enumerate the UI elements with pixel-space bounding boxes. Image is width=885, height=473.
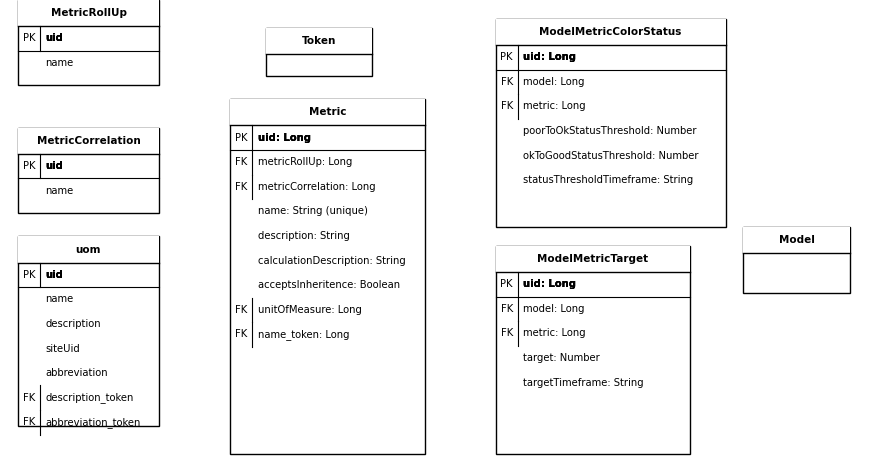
Text: targetTimeframe: String: targetTimeframe: String — [523, 377, 643, 388]
Text: metric: Long: metric: Long — [523, 101, 586, 112]
FancyBboxPatch shape — [230, 99, 425, 454]
Text: uid: Long: uid: Long — [523, 52, 576, 62]
FancyBboxPatch shape — [496, 19, 726, 45]
Text: uid: Long: uid: Long — [523, 279, 576, 289]
FancyBboxPatch shape — [18, 128, 159, 154]
Text: uid: uid — [45, 33, 63, 44]
Text: description: description — [45, 319, 101, 329]
Text: ModelMetricTarget: ModelMetricTarget — [537, 254, 649, 264]
Text: MetricRollUp: MetricRollUp — [50, 8, 127, 18]
Text: uid: uid — [45, 270, 63, 280]
Text: FK: FK — [235, 329, 247, 340]
Text: FK: FK — [23, 393, 35, 403]
Text: FK: FK — [235, 305, 247, 315]
Text: model: Long: model: Long — [523, 304, 584, 314]
Text: FK: FK — [235, 182, 247, 192]
Text: poorToOkStatusThreshold: Number: poorToOkStatusThreshold: Number — [523, 126, 696, 136]
Text: uid: Long: uid: Long — [258, 132, 311, 143]
Text: unitOfMeasure: Long: unitOfMeasure: Long — [258, 305, 361, 315]
FancyBboxPatch shape — [266, 28, 372, 54]
Text: abbreviation_token: abbreviation_token — [45, 417, 141, 428]
Text: uid: Long: uid: Long — [523, 279, 576, 289]
Text: PK: PK — [22, 161, 35, 171]
Text: uid: Long: uid: Long — [523, 52, 576, 62]
Text: uid: Long: uid: Long — [258, 132, 311, 143]
Text: name_token: Long: name_token: Long — [258, 329, 349, 340]
FancyBboxPatch shape — [18, 236, 159, 426]
Text: description_token: description_token — [45, 392, 134, 403]
Text: name: String (unique): name: String (unique) — [258, 206, 367, 217]
Text: PK: PK — [500, 279, 513, 289]
Text: uid: uid — [45, 161, 63, 171]
Text: siteUid: siteUid — [45, 343, 80, 354]
Text: name: name — [45, 294, 73, 305]
Text: MetricCorrelation: MetricCorrelation — [36, 136, 141, 146]
Text: uid: Long: uid: Long — [258, 132, 311, 143]
Text: uid: uid — [45, 33, 63, 44]
Text: PK: PK — [22, 270, 35, 280]
Text: uid: Long: uid: Long — [523, 52, 576, 62]
Text: metric: Long: metric: Long — [523, 328, 586, 339]
Text: uid: uid — [45, 270, 63, 280]
Text: uid: Long: uid: Long — [523, 52, 576, 62]
FancyBboxPatch shape — [266, 28, 372, 76]
Text: FK: FK — [23, 417, 35, 428]
Text: uid: uid — [45, 33, 63, 44]
Text: description: String: description: String — [258, 231, 350, 241]
Text: name: name — [45, 185, 73, 196]
FancyBboxPatch shape — [496, 246, 690, 454]
Text: ModelMetricColorStatus: ModelMetricColorStatus — [540, 27, 681, 37]
Text: uid: uid — [45, 270, 63, 280]
FancyBboxPatch shape — [18, 0, 159, 85]
Text: metricCorrelation: Long: metricCorrelation: Long — [258, 182, 375, 192]
Text: PK: PK — [22, 33, 35, 44]
FancyBboxPatch shape — [496, 19, 726, 227]
Text: name: name — [45, 58, 73, 68]
Text: PK: PK — [235, 132, 248, 143]
Text: uom: uom — [76, 245, 101, 254]
Text: metricRollUp: Long: metricRollUp: Long — [258, 157, 352, 167]
Text: PK: PK — [500, 52, 513, 62]
Text: uid: uid — [45, 161, 63, 171]
Text: FK: FK — [501, 101, 512, 112]
Text: uid: Long: uid: Long — [523, 279, 576, 289]
Text: target: Number: target: Number — [523, 353, 600, 363]
Text: FK: FK — [501, 77, 512, 87]
Text: FK: FK — [501, 328, 512, 339]
Text: abbreviation: abbreviation — [45, 368, 108, 378]
Text: model: Long: model: Long — [523, 77, 584, 87]
Text: Token: Token — [302, 36, 335, 46]
Text: Metric: Metric — [309, 107, 346, 117]
FancyBboxPatch shape — [18, 128, 159, 213]
Text: acceptsInheritence: Boolean: acceptsInheritence: Boolean — [258, 280, 400, 290]
FancyBboxPatch shape — [18, 0, 159, 26]
Text: calculationDescription: String: calculationDescription: String — [258, 255, 405, 266]
Text: uid: Long: uid: Long — [258, 132, 311, 143]
FancyBboxPatch shape — [743, 227, 850, 253]
Text: uid: Long: uid: Long — [523, 279, 576, 289]
Text: statusThresholdTimeframe: String: statusThresholdTimeframe: String — [523, 175, 693, 185]
Text: Model: Model — [779, 235, 814, 245]
FancyBboxPatch shape — [743, 227, 850, 293]
FancyBboxPatch shape — [496, 246, 690, 272]
Text: uid: uid — [45, 161, 63, 171]
Text: uid: uid — [45, 33, 63, 44]
Text: uid: uid — [45, 161, 63, 171]
FancyBboxPatch shape — [18, 236, 159, 263]
Text: FK: FK — [235, 157, 247, 167]
FancyBboxPatch shape — [230, 99, 425, 125]
Text: uid: uid — [45, 270, 63, 280]
Text: okToGoodStatusThreshold: Number: okToGoodStatusThreshold: Number — [523, 150, 698, 161]
Text: FK: FK — [501, 304, 512, 314]
